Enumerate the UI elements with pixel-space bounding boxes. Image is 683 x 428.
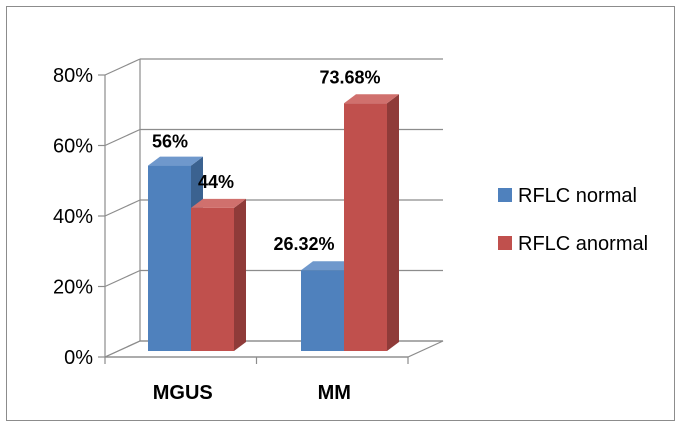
legend: RFLC normal RFLC anormal (498, 185, 648, 255)
gridline-diagonal (104, 340, 141, 358)
bar-front (148, 165, 191, 351)
bar-top (344, 94, 399, 104)
legend-swatch (498, 236, 512, 250)
data-label: 73.68% (319, 67, 380, 87)
data-label: 56% (152, 132, 188, 152)
y-tick-label: 40% (53, 206, 93, 228)
data-labels: 56% 44% 26.32% 73.68% (152, 67, 381, 254)
bar-mgus-rflc-anormal (191, 198, 246, 351)
x-category-label: MGUS (153, 382, 213, 404)
y-tick-label: 60% (53, 136, 93, 158)
bar-top (148, 156, 203, 166)
legend-item-rflc-normal: RFLC normal (498, 185, 637, 207)
bar-front (344, 103, 387, 351)
x-category-label: MM (318, 382, 351, 404)
data-label: 26.32% (273, 234, 334, 254)
bars (148, 94, 399, 351)
y-tick-label: 80% (53, 65, 93, 87)
bar-top (301, 261, 356, 271)
data-label: 44% (198, 172, 234, 192)
legend-label: RFLC normal (518, 185, 637, 207)
legend-swatch (498, 188, 512, 202)
y-tick-label: 20% (53, 277, 93, 299)
bar-front (301, 270, 344, 351)
bar-front (191, 207, 234, 351)
bar-mm-rflc-anormal (344, 94, 399, 351)
bar-side (387, 94, 399, 351)
axes (98, 74, 409, 364)
gridline-diagonal (104, 269, 141, 288)
gridline-diagonal (104, 58, 141, 76)
x-axis-category-labels: MGUS MM (153, 382, 351, 404)
gridline-diagonal (104, 199, 141, 217)
y-tick-label: 0% (64, 347, 93, 369)
y-axis-tick-labels: 0% 20% 40% 60% 80% (53, 65, 93, 369)
legend-item-rflc-anormal: RFLC anormal (498, 233, 648, 255)
bar-top (191, 198, 246, 208)
bar-side (234, 198, 246, 351)
gridline-diagonal (104, 128, 141, 147)
legend-label: RFLC anormal (518, 233, 648, 255)
